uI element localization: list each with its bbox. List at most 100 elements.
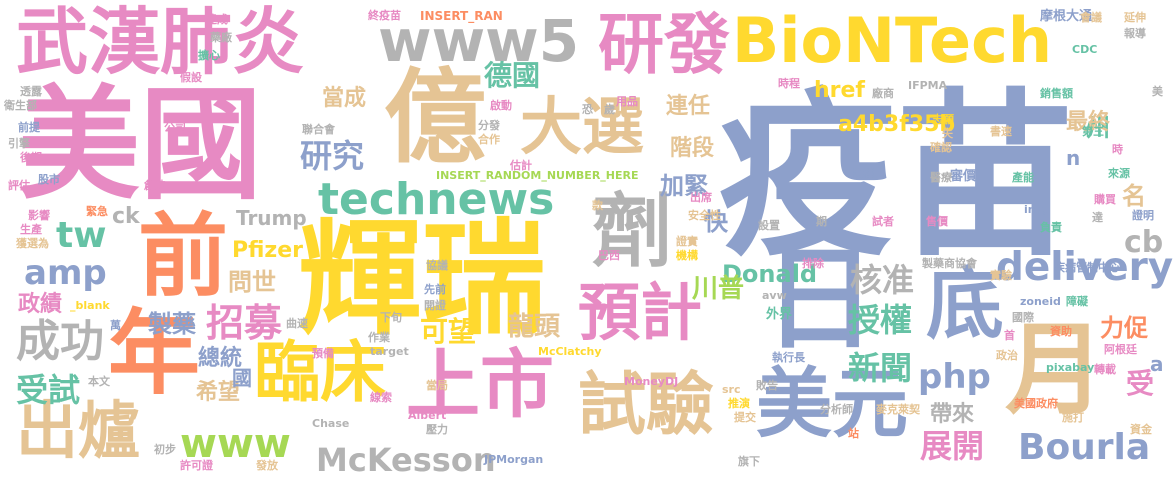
word-shangshi: 上市	[406, 342, 554, 428]
word-chuxi: 出席	[690, 191, 712, 204]
word-src: src	[722, 383, 741, 396]
word-zhengshi: 證實	[676, 235, 698, 248]
word-zhixingzhang: 執行長	[772, 351, 805, 364]
word-agenting: 阿根廷	[1104, 343, 1137, 356]
word-changshang: 廠商	[872, 87, 894, 100]
word-dangcheng: 當成	[322, 86, 367, 111]
word-ming: 名	[1122, 182, 1146, 210]
word-ri: 日	[764, 235, 876, 365]
word-tijiao: 提交	[734, 411, 756, 424]
word-zijin: 資金	[1130, 423, 1152, 436]
word-guo: 國	[232, 366, 252, 390]
word-benwen: 本文	[88, 375, 110, 388]
word-yaochang: 藥廠	[210, 31, 232, 44]
word-yanfa: 研發	[598, 6, 730, 83]
word-daxuan: 大選	[520, 90, 645, 163]
word-cdc: CDC	[1072, 43, 1098, 56]
word-kuoxin: 擴心	[198, 49, 220, 62]
word-pixabay: pixabay	[1046, 361, 1095, 374]
word-jpmorgan: JPMorgan	[484, 453, 544, 466]
word-sui: 歲	[604, 103, 615, 116]
word-shusu: 書速	[990, 125, 1012, 138]
word-qianti: 前提	[18, 121, 40, 134]
word-ifpma: IFPMA	[908, 79, 948, 92]
word-www5: www5	[378, 7, 580, 75]
word-zoneid: zoneid	[1020, 295, 1061, 308]
word-linchuang: 臨床	[254, 334, 386, 411]
word-meiguozhengfu: 美國政府	[1014, 397, 1058, 410]
word-yi: 億	[384, 59, 486, 178]
word-yue: 月	[1005, 311, 1105, 428]
word-weishengbu: 衛生部	[4, 99, 37, 112]
word-houqi: 後期	[20, 151, 42, 164]
word-shiyan: 試驗	[578, 366, 715, 445]
word-ji: 劑	[592, 185, 672, 278]
word-shoujia: 售價	[926, 215, 948, 228]
word-zizhu: 資助	[1050, 325, 1072, 338]
word-tw: tw	[56, 215, 107, 256]
word-zongtong: 總統	[198, 346, 243, 371]
word-href: href	[814, 78, 866, 103]
word-n: n	[1066, 146, 1081, 170]
word-shizhe: 試者	[872, 215, 894, 228]
word-lianren: 連任	[666, 94, 711, 119]
word-zhuanzai: 轉載	[1094, 363, 1116, 376]
word-pinggu: 評估	[8, 179, 30, 192]
word-a4b3f35b: a4b3f35b	[838, 112, 956, 137]
word-a: a	[1150, 352, 1164, 376]
word-shengchan: 生產	[20, 223, 42, 236]
word-anquanxing: 安全性	[688, 209, 721, 222]
word-kewang: 可望	[420, 315, 477, 348]
word-baxi: 巴西	[598, 249, 620, 262]
word-amp: amp	[24, 253, 107, 293]
word-dailai: 帶來	[930, 402, 975, 427]
word-kuai: 快	[704, 208, 728, 236]
word-albert: Albert	[408, 409, 447, 422]
word-jieduan: 階段	[670, 136, 715, 161]
word-huiyi: 會議	[1080, 11, 1102, 24]
word-shou: 受	[1126, 367, 1155, 400]
word-maikelaiqi: 麥克萊契	[876, 403, 920, 416]
word-chubu: 初步	[154, 443, 176, 456]
word-mogen: 摩根大通	[1040, 9, 1093, 24]
word-xianqian: 先前	[424, 283, 446, 296]
word-meiguo: 美國	[18, 74, 262, 216]
word-insert-ran: INSERT_RAN	[420, 9, 503, 23]
word-tuiyan: 推演	[728, 397, 750, 410]
word-yanjiu: 研究	[300, 137, 365, 175]
word-fuze: 負責	[1040, 221, 1062, 234]
word-yali: 壓力	[426, 423, 448, 436]
word-di: 底	[926, 260, 1005, 350]
word-jiezhong: 接種	[852, 167, 874, 180]
word-gongsi: 公司	[164, 121, 186, 134]
word-disan: 第三	[1082, 125, 1104, 138]
word-jiashe: 假設	[180, 71, 202, 84]
word-img: img	[1024, 203, 1048, 216]
word-huoxuanwei: 獲選為	[16, 237, 49, 250]
word-jinji: 緊急	[86, 205, 108, 218]
word-blank: _blank	[70, 299, 110, 312]
word-chase: Chase	[312, 417, 350, 430]
word-qidong: 啟動	[490, 99, 512, 112]
word-qian: 前	[138, 204, 228, 309]
word-xinwen: 新聞	[848, 349, 913, 387]
word-toulu: 透露	[20, 85, 42, 98]
word-yuji: 預計	[578, 276, 703, 349]
word-nian: 年	[108, 300, 201, 407]
word-avw: avw	[762, 289, 787, 302]
word-delivery: delivery	[996, 245, 1174, 290]
word-zhaomu: 招募	[206, 301, 283, 345]
word-jigou: 機構	[676, 249, 698, 262]
word-fenfa: 分發	[478, 119, 500, 132]
word-xieyi: 協議	[426, 259, 448, 272]
word-baodao: 報導	[1124, 27, 1146, 40]
word-qixia: 旗下	[738, 455, 760, 468]
word-shiyan2: 實驗	[990, 269, 1012, 282]
word-yimiao: 疫苗	[718, 73, 1074, 280]
word-xiaoshoue: 銷售額	[1040, 87, 1073, 100]
word-shezhi: 設置	[758, 219, 780, 232]
word-zhankai: 展開	[920, 427, 985, 465]
word-licu: 力促	[1100, 314, 1148, 342]
word-kong: 恐	[582, 103, 593, 116]
